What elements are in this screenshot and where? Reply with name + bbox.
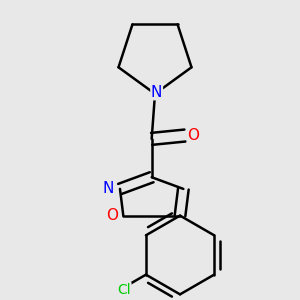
Text: N: N xyxy=(151,85,162,100)
Text: Cl: Cl xyxy=(117,283,131,297)
Text: O: O xyxy=(106,208,118,223)
Text: O: O xyxy=(188,128,200,143)
Text: N: N xyxy=(103,182,114,196)
